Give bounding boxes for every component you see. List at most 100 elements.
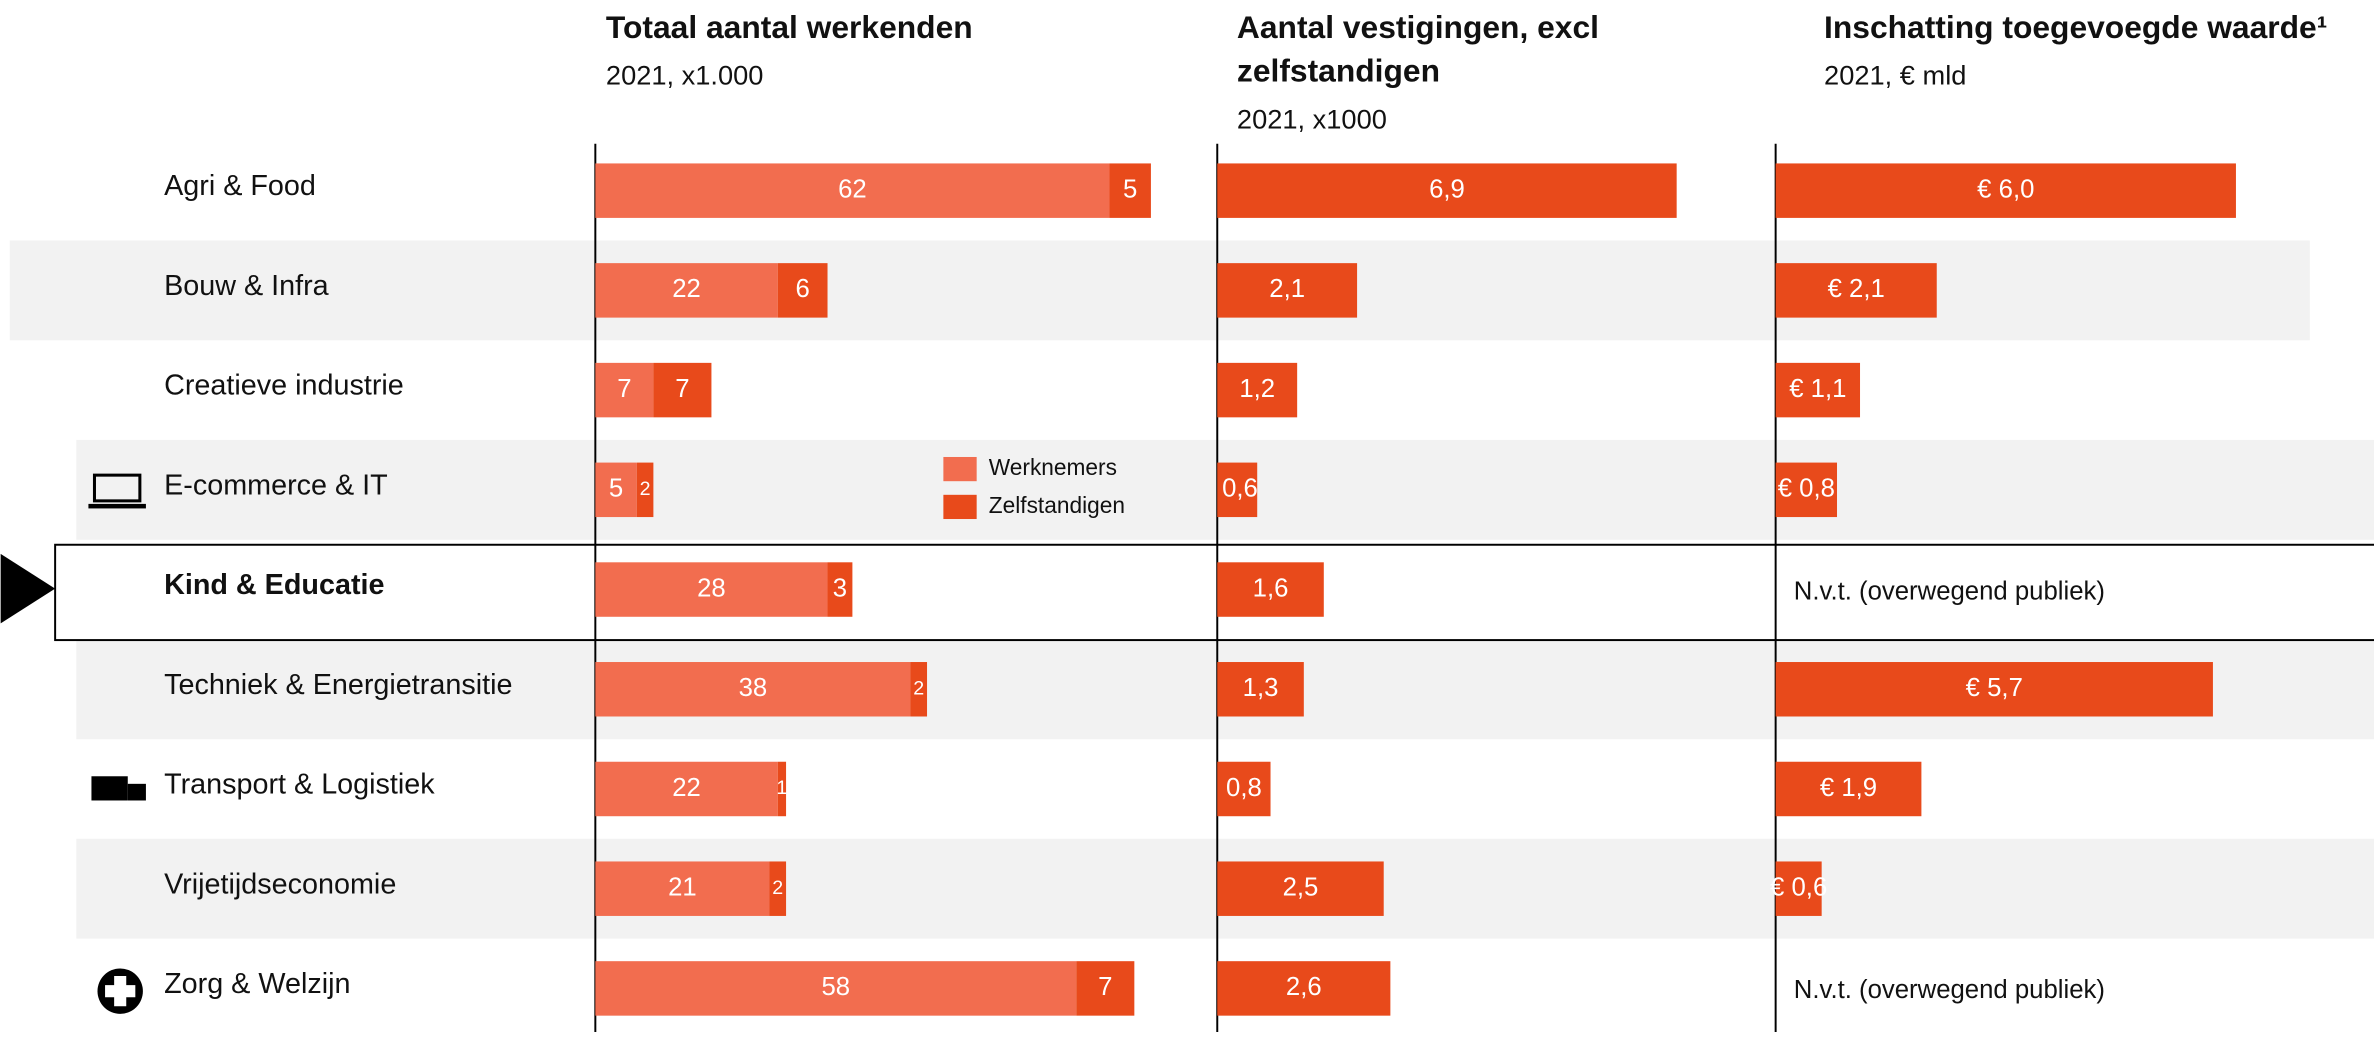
legend-swatch: [943, 456, 977, 482]
highlight-box: [54, 543, 2374, 642]
icon-truck-cab: [127, 783, 146, 801]
icon-truck: [91, 776, 128, 801]
legend-label: Zelfstandigen: [989, 492, 1125, 518]
icon-cross: [105, 976, 136, 1007]
category-label: Techniek & Energietransitie: [164, 669, 512, 701]
data-label: € 1,9: [1820, 774, 1877, 802]
bar: [1217, 761, 1271, 817]
data-label: 5: [609, 475, 623, 503]
icon-laptop-base: [88, 503, 146, 509]
data-label: € 0,6: [1770, 873, 1827, 901]
data-label: 38: [739, 674, 768, 702]
row-band: [9, 240, 2310, 341]
bar-segment: [595, 362, 654, 418]
data-label: 2,1: [1269, 275, 1305, 303]
bar-segment: [595, 562, 828, 617]
panel-subtitle: 2021, x1000: [1236, 104, 1387, 135]
panel-subtitle: 2021, € mld: [1824, 60, 1967, 91]
data-label: 1: [776, 777, 787, 799]
data-label: 7: [675, 375, 689, 403]
bar: [1217, 462, 1258, 518]
bar-segment: [595, 662, 911, 717]
bar-segment: [595, 263, 778, 318]
data-label: 0,6: [1222, 475, 1258, 503]
bar: [1217, 562, 1324, 617]
panel-header-text: Inschatting toegevoegde waarde¹ 2021, € m…: [1824, 6, 2374, 95]
panel-header: Totaal aantal werkenden 2021, x1.000: [606, 6, 1045, 95]
data-label: 62: [838, 175, 867, 203]
data-label: 1,2: [1239, 375, 1275, 403]
icon-laptop: [92, 473, 142, 503]
data-label: 2: [913, 677, 924, 699]
bar: [1775, 263, 1937, 318]
bar: [1217, 362, 1298, 418]
data-label: 7: [617, 375, 631, 403]
data-label: € 5,7: [1966, 674, 2023, 702]
bar-segment: [595, 961, 1077, 1016]
data-label: 2,5: [1283, 873, 1319, 901]
data-label: € 6,0: [1977, 175, 2034, 203]
data-label: 5: [1123, 175, 1137, 203]
na-label: N.v.t. (overwegend publiek): [1794, 577, 2105, 605]
category-label: E-commerce & IT: [164, 469, 388, 501]
panel-header: Inschatting toegevoegde waarde¹ 2021, € m…: [1824, 6, 2374, 95]
data-label: 58: [822, 973, 851, 1001]
category-label: Creatieve industrie: [164, 370, 404, 402]
bar: [1775, 462, 1838, 518]
bar-segment: [1109, 163, 1151, 218]
data-label: 22: [672, 774, 701, 802]
bar: [1775, 861, 1822, 916]
category-label: Vrijetijdseconomie: [164, 868, 396, 900]
data-label: 0,8: [1226, 774, 1262, 802]
bar-segment: [595, 861, 770, 916]
data-label: 1,6: [1253, 574, 1289, 602]
data-label: 22: [672, 275, 701, 303]
category-label: Bouw & Infra: [164, 270, 329, 302]
data-label: € 1,1: [1789, 375, 1846, 403]
data-label: € 2,1: [1828, 275, 1885, 303]
na-label: N.v.t. (overwegend publiek): [1794, 976, 2105, 1004]
data-label: 7: [1098, 973, 1112, 1001]
panel-title: Inschatting toegevoegde waarde¹: [1824, 10, 2328, 46]
bar-segment: [827, 562, 853, 617]
data-label: 6: [795, 275, 809, 303]
bar-segment: [1076, 961, 1135, 1016]
panel-title: Aantal vestigingen, excl zelfstandigen: [1236, 10, 1599, 90]
bar-segment: [769, 861, 787, 916]
data-label: 6,9: [1429, 175, 1465, 203]
bar: [1217, 961, 1391, 1016]
data-label: 1,3: [1243, 674, 1279, 702]
panel-header-text: Totaal aantal werkenden 2021, x1.000: [606, 6, 1045, 95]
bar: [1775, 761, 1922, 817]
bar: [1217, 662, 1304, 717]
bar-segment: [636, 462, 654, 518]
panel-subtitle: 2021, x1.000: [605, 60, 764, 91]
bar: [1217, 861, 1384, 916]
highlight-arrow: [0, 553, 56, 624]
panel-title: Totaal aantal werkenden: [605, 10, 973, 46]
category-label: Agri & Food: [164, 170, 316, 202]
bar-segment: [777, 761, 787, 817]
bar-segment: [595, 761, 778, 817]
legend-label: Werknemers: [989, 454, 1117, 480]
data-label: 2: [640, 478, 651, 500]
bar: [1775, 662, 2213, 717]
panel-header-text: Aantal vestigingen, excl zelfstandigen 20…: [1237, 6, 1676, 139]
category-label: Zorg & Welzijn: [164, 968, 350, 1000]
bar: [1775, 362, 1861, 418]
bar-segment: [653, 362, 712, 418]
bar-segment: [595, 462, 637, 518]
data-label: 2,6: [1286, 973, 1322, 1001]
bar-segment: [595, 163, 1110, 218]
legend-swatch: [943, 494, 977, 520]
panel-header: Aantal vestigingen, excl zelfstandigen 20…: [1237, 6, 1676, 139]
category-label: Transport & Logistiek: [164, 769, 435, 801]
bar: [1775, 163, 2236, 218]
data-label: 2: [772, 877, 783, 899]
category-label: Kind & Educatie: [164, 569, 384, 601]
data-label: € 0,8: [1778, 475, 1835, 503]
bar-segment: [777, 263, 828, 318]
data-label: 3: [833, 574, 847, 602]
data-label: 28: [697, 574, 726, 602]
